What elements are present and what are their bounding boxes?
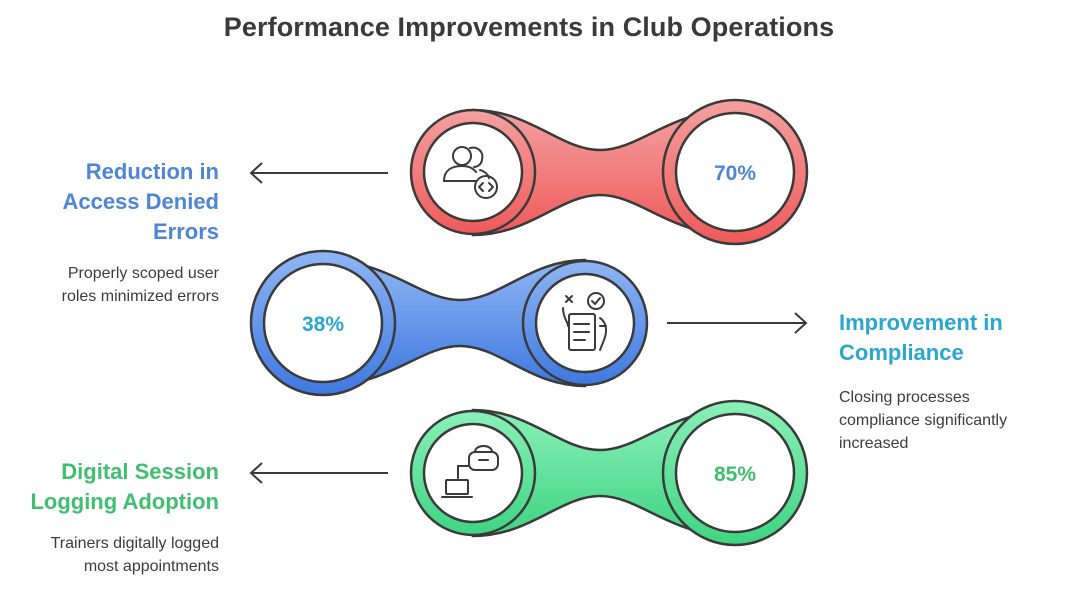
heading-digital-session-logging: Digital Session Logging Adoption [10, 457, 219, 517]
arrow-head-left-3 [249, 462, 263, 484]
heading-line: Errors [152, 219, 219, 244]
value-70: 70% [714, 162, 756, 185]
heading-line: Logging Adoption [30, 489, 219, 514]
checklist-hand-icon [562, 292, 608, 351]
description-line: increased [839, 435, 909, 452]
description-line: compliance significantly [839, 412, 1008, 429]
dumbbell-improvement-compliance: 38% [249, 249, 649, 397]
value-85: 85% [714, 463, 756, 486]
dumbbell-reduction-access-denied: 70% [409, 98, 809, 246]
heading-line: Improvement in [839, 310, 1003, 335]
page-title: Performance Improvements in Club Operati… [223, 12, 835, 42]
heading-improvement-compliance: Improvement in Compliance [839, 308, 1059, 368]
value-circle [674, 412, 796, 534]
value-38: 38% [302, 313, 344, 336]
value-circle [262, 262, 384, 384]
description-digital-session-logging: Trainers digitally logged most appointme… [10, 532, 219, 578]
description-line: Trainers digitally logged [50, 535, 219, 552]
heading-line: Reduction in [85, 159, 219, 184]
vr-laptop-icon [441, 445, 499, 498]
description-line: roles minimized errors [61, 288, 219, 305]
arrow-head-right-2 [794, 312, 808, 334]
description-line: Closing processes [839, 389, 970, 406]
description-improvement-compliance: Closing processes compliance significant… [839, 386, 1059, 455]
users-code-icon [443, 146, 498, 199]
heading-line: Digital Session [61, 459, 219, 484]
icon-circle [422, 422, 524, 524]
description-line: Properly scoped user [67, 265, 219, 282]
dumbbell-digital-session-logging: 85% [409, 399, 809, 547]
arrow-head-left-1 [249, 162, 263, 184]
icon-circle [422, 121, 524, 223]
heading-line: Access Denied [62, 189, 219, 214]
heading-reduction-access-denied: Reduction in Access Denied Errors [20, 157, 219, 247]
heading-line: Compliance [839, 340, 964, 365]
description-line: most appointments [83, 558, 219, 575]
description-reduction-access-denied: Properly scoped user roles minimized err… [20, 262, 219, 308]
value-circle [674, 111, 796, 233]
